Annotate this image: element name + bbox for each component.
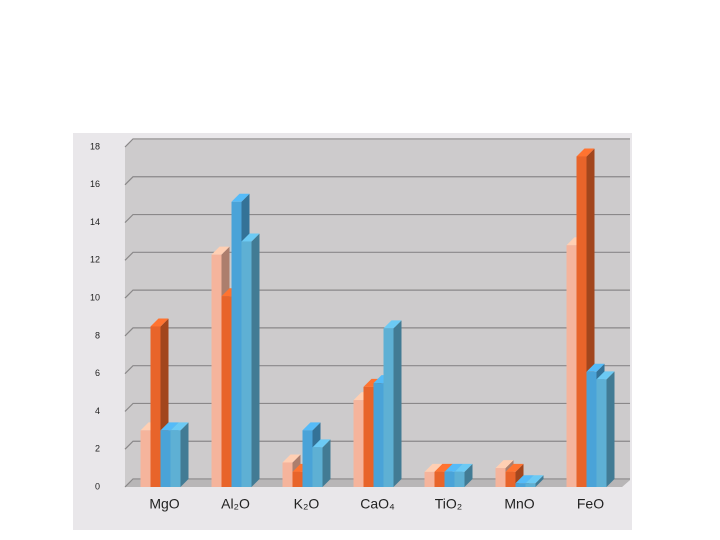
bar-side <box>322 439 331 487</box>
y-tick-label: 4 <box>95 406 100 416</box>
y-tick-label: 16 <box>90 179 100 189</box>
grid-line <box>124 365 630 375</box>
y-tick-label: 8 <box>95 330 100 340</box>
bar-top <box>302 422 321 431</box>
bar-top <box>160 422 179 431</box>
bar-top <box>241 233 260 242</box>
bar-top <box>282 454 301 463</box>
bar-front <box>231 201 242 487</box>
bar <box>241 233 260 487</box>
bar-front <box>302 430 313 487</box>
grid-line <box>124 402 630 412</box>
bar-front <box>454 471 465 487</box>
bar-side <box>393 320 402 487</box>
grid-line <box>124 176 630 186</box>
bar-front <box>292 471 303 487</box>
bar <box>383 320 402 487</box>
bar-top <box>454 463 473 472</box>
bar-front <box>160 430 171 487</box>
x-tick-label: TiO₂ <box>435 496 462 512</box>
bar-front <box>505 471 516 487</box>
bar-front <box>596 379 607 487</box>
bar-front <box>353 400 364 487</box>
grid-line <box>124 327 630 337</box>
y-tick-label: 2 <box>95 444 100 454</box>
bar-front <box>444 471 455 487</box>
bar-top <box>150 318 169 327</box>
x-tick-label: MgO <box>149 496 179 512</box>
bar-side <box>464 463 473 487</box>
bar-front <box>312 447 323 487</box>
bar-side <box>251 233 260 487</box>
y-tick-label: 6 <box>95 368 100 378</box>
x-tick-label: Al₂O <box>221 496 250 512</box>
y-tick-label: 0 <box>95 481 100 491</box>
x-tick-label: K₂O <box>294 496 320 512</box>
bar-front <box>424 471 435 487</box>
bar <box>525 475 544 487</box>
bar-front <box>495 468 506 487</box>
bar <box>596 371 615 487</box>
bar-top <box>505 463 524 472</box>
bar-top <box>424 463 443 472</box>
x-tick-label: MnO <box>504 496 534 512</box>
bar-front <box>373 383 384 487</box>
bar-top <box>515 475 534 484</box>
bar-top <box>495 460 514 469</box>
grid-line <box>124 251 630 261</box>
bar-side <box>535 475 544 487</box>
grid-line <box>124 289 630 299</box>
grid-line <box>124 213 630 223</box>
bar-front <box>515 483 526 487</box>
bar-front <box>150 326 161 487</box>
bar-top <box>231 193 250 202</box>
bar <box>312 439 331 487</box>
y-tick-label: 14 <box>90 217 100 227</box>
bar-front <box>383 328 394 487</box>
bar-top <box>596 371 615 380</box>
bar-front <box>525 483 536 487</box>
bar-front <box>586 371 597 487</box>
y-tick-label: 18 <box>90 141 100 151</box>
bar-front <box>221 296 232 487</box>
grid-line <box>124 440 630 450</box>
bar-front <box>241 241 252 487</box>
y-tick-label: 12 <box>90 255 100 265</box>
bar-top <box>312 439 331 448</box>
bar-front <box>566 245 577 487</box>
bar-side <box>180 422 189 487</box>
bar-top <box>170 422 189 431</box>
y-tick-label: 10 <box>90 292 100 302</box>
bar <box>454 463 473 487</box>
bar-front <box>140 430 151 487</box>
bar-top <box>383 320 402 329</box>
bar-front <box>170 430 181 487</box>
bar-top <box>586 363 605 372</box>
bar-top <box>525 475 544 484</box>
bar <box>170 422 189 487</box>
bar-top <box>211 246 230 255</box>
bar-side <box>606 371 615 487</box>
bar-top <box>434 463 453 472</box>
bar-front <box>576 156 587 487</box>
x-tick-label: FeO <box>577 496 604 512</box>
bar-front <box>434 471 445 487</box>
bar-front <box>363 386 374 487</box>
bar-front <box>211 254 222 487</box>
x-tick-label: CaO₄ <box>360 496 395 512</box>
bar-top <box>444 463 463 472</box>
bar-front <box>282 462 293 487</box>
grid-line <box>124 138 630 148</box>
bar-top <box>576 148 595 157</box>
